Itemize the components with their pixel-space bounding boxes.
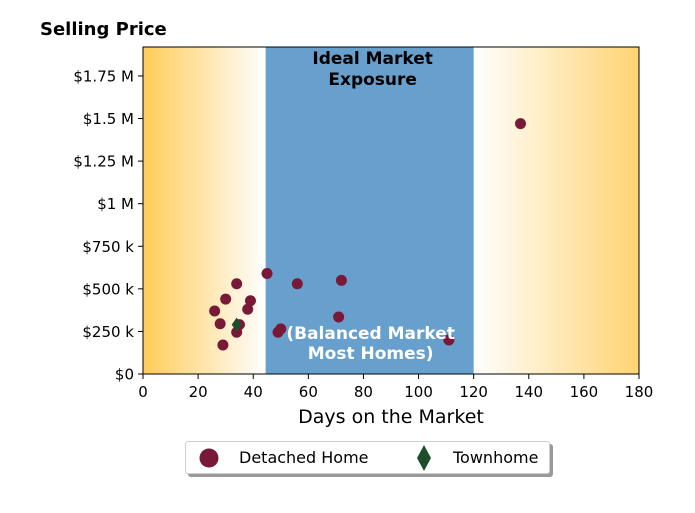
annotation-balanced-market: (Balanced Market Most Homes) [286,324,455,364]
x-tick-label: 160 [570,383,599,401]
x-tick-label: 140 [514,383,543,401]
annotation-balanced-line2: Most Homes) [308,344,434,364]
chart-title: Selling Price [40,19,167,40]
y-tick-label: $1 M [97,195,134,213]
legend-item-detached: Detached Home [198,442,369,473]
annotation-ideal-line2: Exposure [328,70,417,90]
y-tick-label: $500 k [82,280,134,298]
y-tick-label: $1.75 M [73,67,134,85]
x-tick-label: 120 [459,383,488,401]
detached-home-point [217,339,229,351]
y-tick-label: $0 [115,366,134,384]
gradient-band-left [143,47,266,374]
townhome-point [231,317,242,332]
detached-home-point [333,311,345,323]
x-tick-label: 80 [354,383,373,401]
legend-item-townhome: Townhome [414,442,538,473]
detached-home-point [231,278,243,290]
detached-home-point [335,274,347,286]
annotation-ideal-exposure: Ideal Market Exposure [312,49,433,90]
plot-frame [142,46,640,375]
y-tick-label: $1.5 M [83,110,134,128]
x-tick-label: 20 [189,383,208,401]
x-tick-label: 0 [138,383,148,401]
gradient-band-right [473,47,639,374]
detached-home-point [261,268,273,280]
x-tick-label: 100 [404,383,433,401]
x-tick-label: 40 [244,383,263,401]
legend-label-townhome: Townhome [453,448,539,467]
detached-home-point [209,305,221,317]
legend: Detached Home Townhome [185,441,550,474]
data-points [209,118,527,351]
y-tick-label: $250 k [82,323,134,341]
detached-home-point [220,293,232,305]
legend-label-detached: Detached Home [239,448,369,467]
annotation-ideal-line1: Ideal Market [312,49,433,69]
detached-home-point [515,118,527,130]
detached-home-point [291,278,303,290]
detached-home-point [214,318,226,330]
annotation-balanced-line1: (Balanced Market [286,324,455,344]
detached-home-point [242,303,254,315]
x-axis-label: Days on the Market [298,406,484,428]
x-tick-label: 60 [299,383,318,401]
detached-home-point [275,323,287,335]
x-tick-label: 180 [625,383,654,401]
circle-marker-icon [199,448,219,467]
axes: 0 20 40 60 80 100 120 140 160 180 $0 $250 k $500 k $7… [73,67,653,401]
diamond-marker-icon [417,444,431,471]
detached-home-point [443,334,455,346]
y-tick-label: $1.25 M [73,153,134,171]
y-tick-label: $750 k [82,238,134,256]
ideal-exposure-band [265,47,474,374]
detached-home-point [244,295,256,307]
background-bands [143,47,639,374]
